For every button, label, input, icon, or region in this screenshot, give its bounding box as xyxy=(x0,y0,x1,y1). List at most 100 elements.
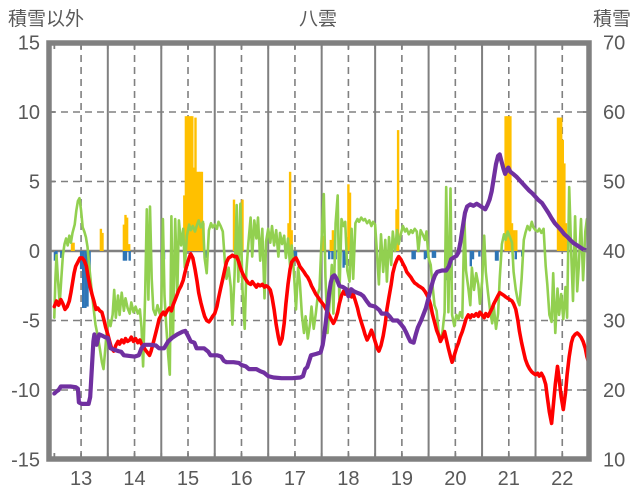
orange-bar-series-bar xyxy=(124,214,127,251)
orange-bar-series-bar xyxy=(290,230,293,251)
y-right-tick-label: 40 xyxy=(603,241,625,263)
orange-bar-series-bar xyxy=(288,171,292,251)
blue-bar-series-bar xyxy=(342,251,345,268)
orange-bar-series-bar xyxy=(506,116,509,251)
x-tick-label: 21 xyxy=(498,468,520,490)
y-left-tick-label: -5 xyxy=(22,311,40,333)
y-right-tick-label: 50 xyxy=(603,172,625,194)
purple-line-series xyxy=(52,152,589,406)
blue-bar-series-bar xyxy=(53,251,57,261)
y-left-tick-label: 0 xyxy=(29,241,40,263)
orange-bar-series-bar xyxy=(563,163,566,251)
orange-bar-series-bar xyxy=(72,242,75,251)
blue-bar-series-bar xyxy=(433,251,437,258)
orange-bar-series-bar xyxy=(195,171,199,251)
right-axis-title: 積雪 xyxy=(593,8,631,30)
orange-bar-series-bar xyxy=(510,223,514,251)
orange-bar-series-bar xyxy=(191,116,194,251)
y-right-tick-label: 70 xyxy=(603,33,625,55)
x-tick-label: 22 xyxy=(551,468,573,490)
orange-bar-series-bar xyxy=(512,230,516,251)
orange-bar-series-bar xyxy=(187,116,191,251)
y-right-tick-label: 60 xyxy=(603,102,625,124)
x-tick-label: 13 xyxy=(70,468,92,490)
left-axis-title: 積雪以外 xyxy=(8,8,84,30)
orange-bar-series-bar xyxy=(184,116,188,251)
y-left-tick-label: 10 xyxy=(18,102,40,124)
orange-bar-series-bar xyxy=(556,117,560,251)
chart-title: 八雲 xyxy=(299,9,337,30)
orange-bar-series-bar xyxy=(125,217,129,251)
orange-bar-series-bar xyxy=(331,230,335,251)
orange-bar-series-bar xyxy=(515,230,518,251)
blue-bar-series-bar xyxy=(411,251,414,260)
blue-bar-series-bar xyxy=(514,251,517,260)
orange-bar-series-bar xyxy=(329,239,332,251)
orange-bar-series-bar xyxy=(197,171,200,251)
orange-bar-series-bar xyxy=(241,199,244,251)
orange-bar-series-bar xyxy=(558,117,561,251)
x-tick-label: 19 xyxy=(391,468,413,490)
x-tick-label: 15 xyxy=(177,468,199,490)
blue-bar-series-bar xyxy=(496,251,499,261)
blue-bar-series-bar xyxy=(60,251,63,258)
orange-bar-series-bar xyxy=(128,244,131,251)
orange-bar-series-bar xyxy=(186,116,189,251)
orange-bar-series-bar xyxy=(504,116,507,251)
orange-bar-series-bar xyxy=(200,171,204,251)
y-right-tick-label: 30 xyxy=(603,311,625,333)
x-tick-label: 14 xyxy=(123,468,145,490)
blue-bar-series-bar xyxy=(469,251,472,267)
orange-bar-series-bar xyxy=(189,116,192,251)
orange-bar-series-bar xyxy=(347,184,350,251)
blue-bar-series-bar xyxy=(431,251,435,258)
blue-bar-series-bar xyxy=(82,251,85,308)
blue-bar-series-bar xyxy=(478,251,481,257)
orange-bar-series-bar xyxy=(183,195,186,251)
y-left-tick-label: 5 xyxy=(29,172,40,194)
x-tick-label: 18 xyxy=(337,468,359,490)
blue-bar-series-bar xyxy=(124,251,128,261)
blue-bar-series-bar xyxy=(328,251,331,260)
orange-bar-series-bar xyxy=(560,117,563,251)
blue-bar-series-bar xyxy=(471,251,475,260)
blue-bar-series-bar xyxy=(292,251,296,258)
orange-bar-series-bar xyxy=(99,228,103,251)
blue-bar-series-bar xyxy=(331,251,334,260)
green-line-series xyxy=(53,185,589,376)
blue-bar-series-bar xyxy=(413,251,416,260)
y-left-tick-label: -15 xyxy=(11,450,40,472)
orange-bar-series-bar xyxy=(192,167,196,251)
x-tick-label: 16 xyxy=(230,468,252,490)
orange-bar-series-bar xyxy=(194,117,197,251)
orange-bar-series-bar xyxy=(507,116,510,251)
x-tick-label: 17 xyxy=(284,468,306,490)
blue-bar-series-bar xyxy=(128,251,131,261)
orange-bar-series-bar xyxy=(561,139,564,251)
y-left-tick-label: 15 xyxy=(18,33,40,55)
orange-bar-series-bar xyxy=(509,116,512,251)
orange-bar-series-bar xyxy=(396,130,400,251)
y-left-tick-label: -10 xyxy=(11,380,40,402)
orange-bar-series-bar xyxy=(287,223,290,251)
orange-bar-series-bar xyxy=(101,232,104,251)
blue-bar-series-bar xyxy=(425,251,429,258)
blue-bar-series-bar xyxy=(79,251,83,270)
orange-bar-series-bar xyxy=(348,192,352,251)
orange-bar-series-bar xyxy=(232,199,236,251)
orange-bar-series xyxy=(70,116,568,251)
blue-bar-series-bar xyxy=(423,251,427,260)
blue-bar-series-bar xyxy=(84,251,87,308)
y-right-tick-label: 20 xyxy=(603,380,625,402)
orange-bar-series-bar xyxy=(70,242,74,251)
blue-bar-series-bar xyxy=(294,251,298,258)
x-tick-label: 20 xyxy=(444,468,466,490)
blue-bar-series-bar xyxy=(122,251,126,261)
orange-bar-series-bar xyxy=(322,235,325,251)
blue-bar-series-bar xyxy=(494,251,498,261)
orange-bar-series-bar xyxy=(122,224,126,251)
y-right-tick-label: 10 xyxy=(603,450,625,472)
